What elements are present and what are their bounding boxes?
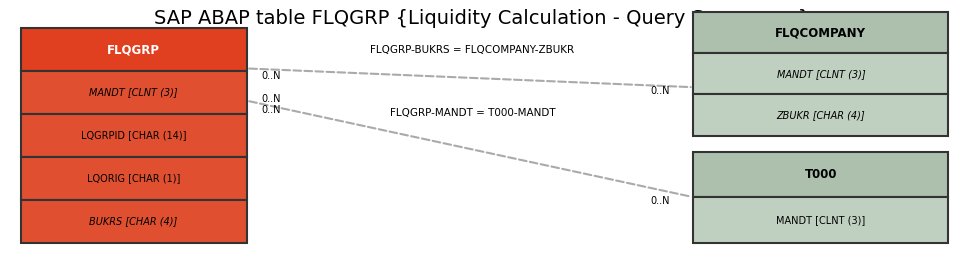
Text: 0..N: 0..N: [650, 196, 669, 206]
Text: 0..N: 0..N: [650, 86, 669, 96]
Text: BUKRS [CHAR (4)]: BUKRS [CHAR (4)]: [90, 216, 177, 226]
Text: FLQGRP-BUKRS = FLQCOMPANY-ZBUKR: FLQGRP-BUKRS = FLQCOMPANY-ZBUKR: [370, 45, 575, 55]
Bar: [20, 28, 247, 71]
Bar: [693, 197, 949, 243]
Text: FLQGRP-MANDT = T000-MANDT: FLQGRP-MANDT = T000-MANDT: [389, 108, 555, 118]
Text: MANDT [CLNT (3)]: MANDT [CLNT (3)]: [777, 69, 865, 79]
Text: FLQCOMPANY: FLQCOMPANY: [775, 26, 867, 39]
Text: 0..N: 0..N: [261, 105, 281, 115]
Text: MANDT [CLNT (3)]: MANDT [CLNT (3)]: [776, 215, 866, 225]
Text: LQORIG [CHAR (1)]: LQORIG [CHAR (1)]: [87, 173, 180, 183]
Bar: [693, 151, 949, 197]
Text: LQGRPID [CHAR (14)]: LQGRPID [CHAR (14)]: [81, 131, 186, 140]
Bar: [20, 200, 247, 243]
Text: 0..N: 0..N: [261, 94, 281, 104]
Text: 0..N: 0..N: [261, 72, 281, 82]
Bar: [20, 114, 247, 157]
Text: SAP ABAP table FLQGRP {Liquidity Calculation - Query Sequences}: SAP ABAP table FLQGRP {Liquidity Calcula…: [154, 9, 810, 28]
Text: MANDT [CLNT (3)]: MANDT [CLNT (3)]: [90, 88, 178, 98]
Text: FLQGRP: FLQGRP: [107, 43, 160, 56]
Bar: [693, 53, 949, 94]
Bar: [693, 94, 949, 136]
Bar: [20, 71, 247, 114]
Bar: [693, 12, 949, 53]
Text: ZBUKR [CHAR (4)]: ZBUKR [CHAR (4)]: [777, 110, 865, 120]
Bar: [20, 157, 247, 200]
Text: T000: T000: [805, 168, 837, 181]
